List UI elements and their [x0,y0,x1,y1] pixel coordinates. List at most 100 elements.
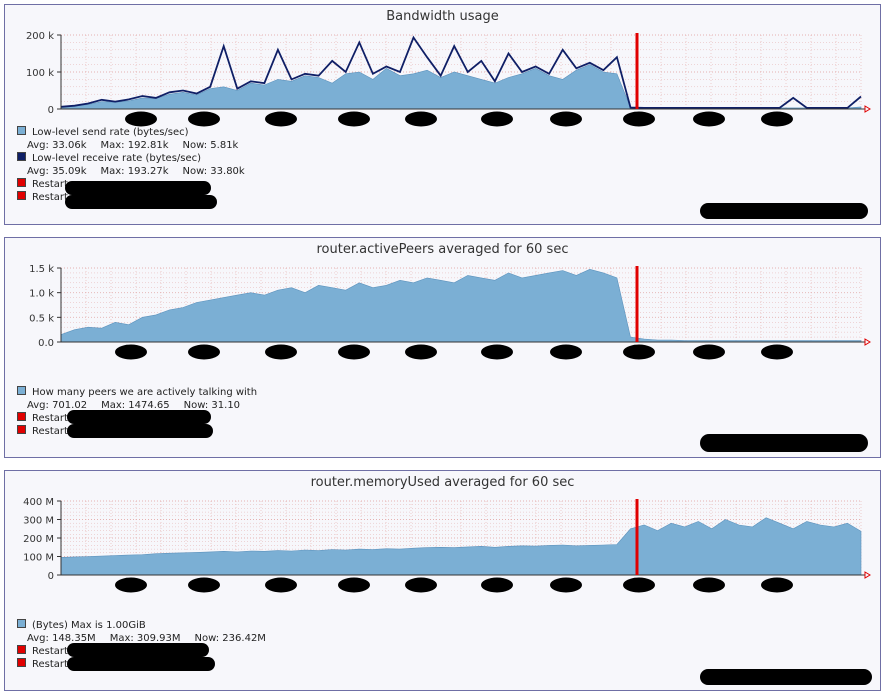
legend-label: Low-level send rate (bytes/sec) [32,127,189,138]
stat-max: Max: 193.27k [100,166,169,177]
redacted-x-tick-label [761,344,793,360]
redacted-x-tick-label [761,111,793,127]
legend-entry-receive: Low-level receive rate (bytes/sec) [17,152,259,165]
legend-label: Restart [32,179,68,190]
redacted-x-tick-label [265,344,297,360]
redacted-x-tick-label [481,577,513,593]
redacted-x-tick-label [693,344,725,360]
redacted-x-tick-label [405,344,437,360]
redacted-x-tick-label [265,577,297,593]
y-tick-label: 0 [48,105,54,116]
y-tick-label: 0.5 k [29,313,54,324]
stat-now: Now: 236.42M [194,633,266,644]
legend-swatch [17,425,26,434]
legend-stats: Avg: 35.09k Max: 193.27k Now: 33.80k [17,165,259,178]
redaction-mark [67,424,213,438]
y-tick-label: 100 M [23,553,54,564]
legend-entry-restart: Restart [17,178,259,191]
redacted-x-tick-label [115,344,147,360]
legend-swatch [17,386,26,395]
redacted-x-tick-label [623,344,655,360]
bandwidth-chart: 0 100 k 200 k [26,31,871,127]
redacted-x-tick-label [338,111,370,127]
y-tick-label: 0.0 [38,338,54,349]
legend-entry-restart: Restart [17,658,280,671]
stat-avg: Avg: 148.35M [27,633,96,644]
redacted-x-tick-label [550,577,582,593]
legend-swatch [17,178,26,187]
stat-max: Max: 192.81k [100,140,169,151]
redaction-mark [67,643,209,657]
redaction-mark [700,669,872,685]
redacted-x-tick-label [550,344,582,360]
redaction-mark [65,195,217,209]
stat-max: Max: 309.93M [109,633,181,644]
legend-label: Restart [32,426,68,437]
legend-swatch [17,645,26,654]
memory-chart-panel: 0 100 M 200 M 300 M 400 M router.memoryUsed … [4,470,881,691]
legend-entry-send: Low-level send rate (bytes/sec) [17,126,259,139]
redacted-x-tick-label [188,344,220,360]
legend-label: Restart [32,646,68,657]
redacted-x-tick-label [405,577,437,593]
stat-now: Now: 33.80k [182,166,245,177]
redacted-x-tick-label [115,577,147,593]
chart-legend: How many peers we are actively talking w… [17,386,257,438]
redacted-x-tick-label [188,111,220,127]
legend-label: Restart [32,413,68,424]
y-tick-label: 200 k [26,31,54,42]
legend-label: How many peers we are actively talking w… [32,387,258,398]
legend-entry-restart: Restart [17,645,280,658]
y-tick-label: 1.5 k [29,264,54,275]
legend-label: Restart [32,192,68,203]
redaction-mark [700,203,868,219]
y-tick-label: 300 M [23,516,54,527]
redacted-x-tick-label [338,577,370,593]
memory-chart: 0 100 M 200 M 300 M 400 M [23,497,871,593]
stat-now: Now: 31.10 [183,400,241,411]
legend-entry-memory: (Bytes) Max is 1.00GiB [17,619,280,632]
legend-label: (Bytes) Max is 1.00GiB [32,620,146,631]
redacted-x-tick-label [125,111,157,127]
legend-swatch [17,619,26,628]
x-axis-arrow [864,105,871,113]
legend-swatch [17,126,26,135]
chart-legend: (Bytes) Max is 1.00GiB Avg: 148.35M Max: … [17,619,280,671]
y-tick-label: 0 [48,571,54,582]
peers-chart-panel: 0.0 0.5 k 1.0 k 1.5 k router.activePeers av… [4,237,881,458]
redacted-x-tick-label [693,111,725,127]
series-receive-line [60,35,862,109]
redacted-x-tick-label [761,577,793,593]
x-axis-arrow [864,338,871,346]
redaction-mark [65,181,211,195]
series-area [60,517,862,576]
y-tick-label: 1.0 k [29,289,54,300]
stat-now: Now: 5.81k [182,140,239,151]
legend-stats: Avg: 701.02 Max: 1474.65 Now: 31.10 [17,399,257,412]
legend-swatch [17,658,26,667]
stat-avg: Avg: 35.09k [27,166,87,177]
legend-entry-restart: Restart [17,412,257,425]
peers-chart: 0.0 0.5 k 1.0 k 1.5 k [29,264,871,360]
legend-entry-restart: Restart [17,425,257,438]
redacted-x-tick-label [405,111,437,127]
redacted-x-tick-label [265,111,297,127]
redaction-mark [67,657,215,671]
legend-swatch [17,152,26,161]
redaction-mark [700,434,868,452]
y-tick-label: 100 k [26,68,54,79]
legend-swatch [17,412,26,421]
y-tick-label: 200 M [23,534,54,545]
redacted-x-tick-label [481,111,513,127]
stat-max: Max: 1474.65 [101,400,170,411]
y-tick-label: 400 M [23,497,54,508]
legend-entry-peers: How many peers we are actively talking w… [17,386,257,399]
stat-avg: Avg: 33.06k [27,140,87,151]
chart-title: Bandwidth usage [386,9,499,24]
redacted-x-tick-label [623,111,655,127]
legend-stats: Avg: 148.35M Max: 309.93M Now: 236.42M [17,632,280,645]
chart-title: router.activePeers averaged for 60 sec [316,242,569,257]
redacted-x-tick-label [481,344,513,360]
chart-title: router.memoryUsed averaged for 60 sec [310,475,575,490]
chart-legend: Low-level send rate (bytes/sec) Avg: 33.… [17,126,259,204]
